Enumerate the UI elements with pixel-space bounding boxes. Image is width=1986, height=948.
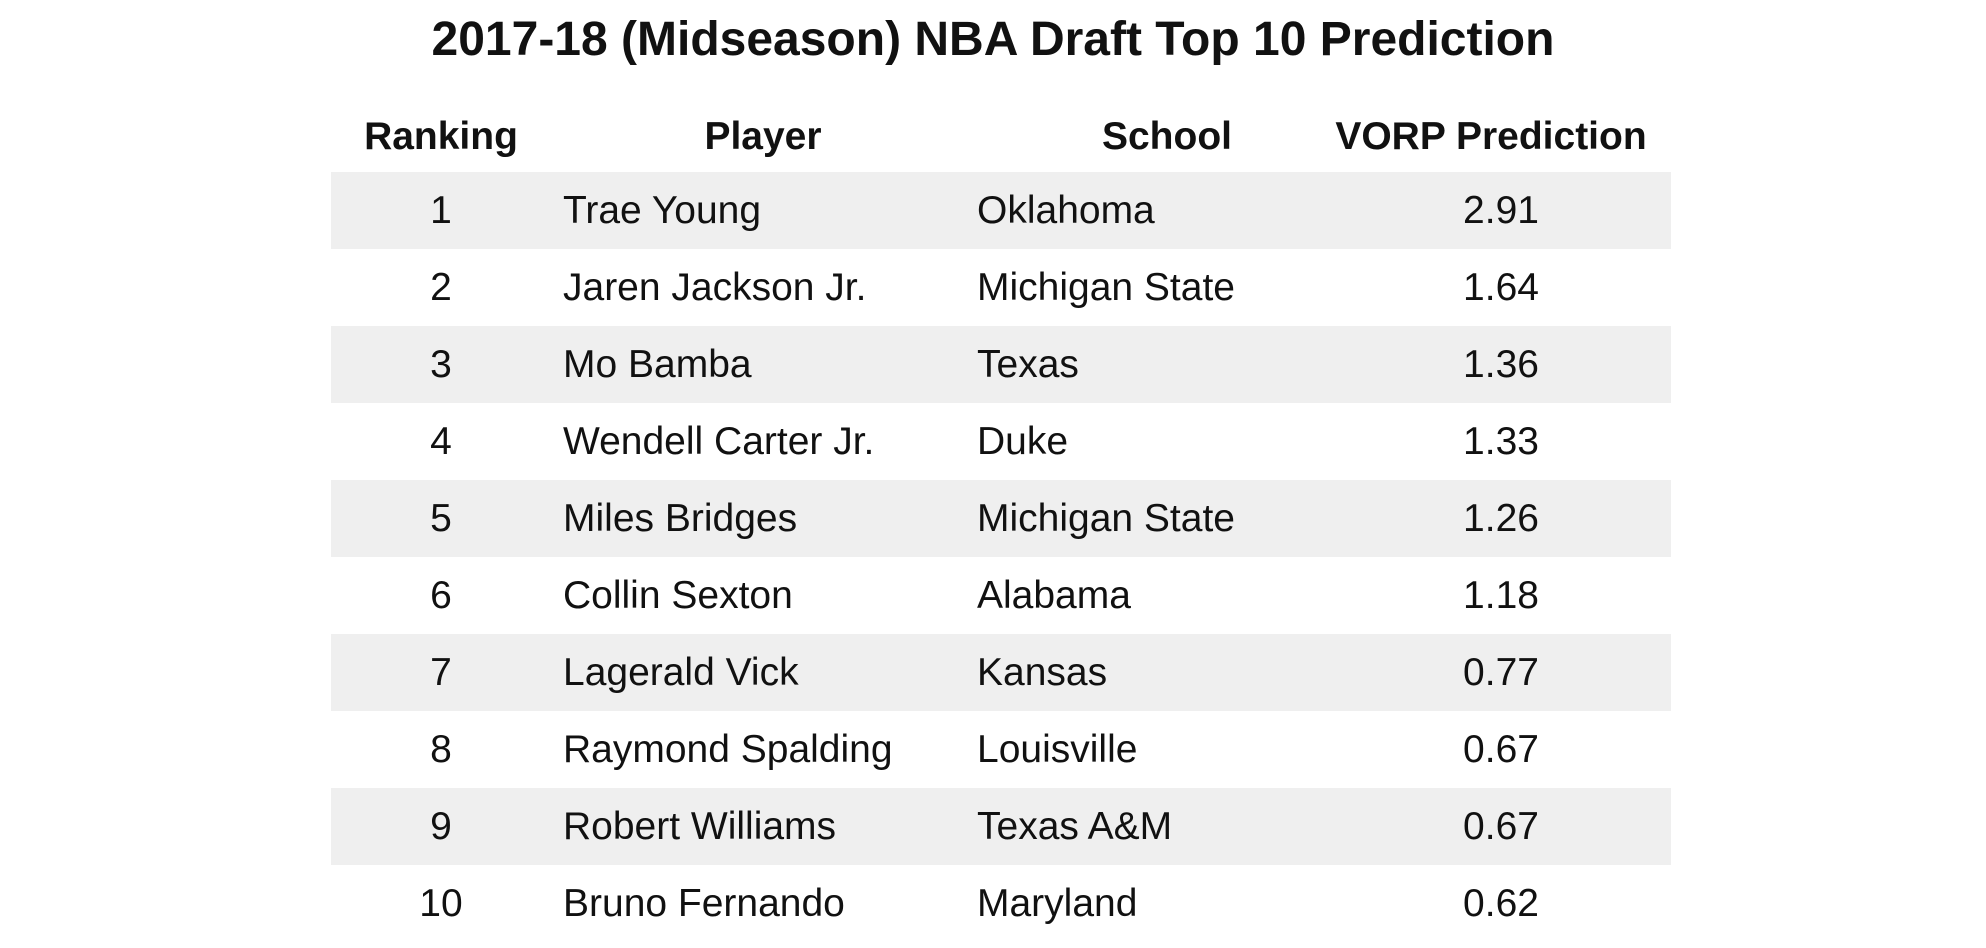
header-player: Player [704, 114, 822, 158]
table-row: 5 Miles Bridges Michigan State 1.26 [331, 480, 1671, 557]
vorp-cell: 2.91 [1463, 188, 1539, 232]
vorp-cell: 0.77 [1463, 650, 1539, 694]
vorp-cell: 1.18 [1463, 573, 1539, 617]
player-cell: Wendell Carter Jr. [563, 419, 875, 463]
player-cell: Mo Bamba [563, 342, 752, 386]
vorp-cell: 1.64 [1463, 265, 1539, 309]
table-row: 1 Trae Young Oklahoma 2.91 [331, 172, 1671, 249]
player-cell: Bruno Fernando [563, 881, 845, 925]
header-ranking: Ranking [364, 114, 518, 158]
header-vorp-prediction: VORP Prediction [1335, 114, 1647, 158]
vorp-cell: 0.67 [1463, 804, 1539, 848]
table-row: 2 Jaren Jackson Jr. Michigan State 1.64 [331, 249, 1671, 326]
ranking-cell: 1 [430, 188, 452, 232]
school-cell: Michigan State [977, 265, 1235, 309]
table-row: 4 Wendell Carter Jr. Duke 1.33 [331, 403, 1671, 480]
school-cell: Oklahoma [977, 188, 1155, 232]
ranking-cell: 6 [430, 573, 452, 617]
school-cell: Duke [977, 419, 1069, 463]
school-cell: Texas [977, 342, 1079, 386]
table-row: 9 Robert Williams Texas A&M 0.67 [331, 788, 1671, 865]
player-cell: Robert Williams [563, 804, 837, 848]
school-cell: Maryland [977, 881, 1138, 925]
school-cell: Alabama [977, 573, 1131, 617]
table-title: 2017-18 (Midseason) NBA Draft Top 10 Pre… [431, 13, 1555, 66]
vorp-cell: 1.26 [1463, 496, 1539, 540]
player-cell: Miles Bridges [563, 496, 798, 540]
vorp-cell: 0.67 [1463, 727, 1539, 771]
ranking-cell: 4 [430, 419, 452, 463]
ranking-cell: 10 [419, 881, 463, 925]
table-row: 8 Raymond Spalding Louisville 0.67 [331, 711, 1671, 788]
player-cell: Collin Sexton [563, 573, 793, 617]
player-cell: Lagerald Vick [563, 650, 799, 694]
player-cell: Raymond Spalding [563, 727, 893, 771]
table-row: 10 Bruno Fernando Maryland 0.62 [331, 865, 1671, 942]
table-header-row: Ranking Player School VORP Prediction [331, 101, 1671, 172]
ranking-cell: 9 [430, 804, 452, 848]
ranking-cell: 8 [430, 727, 452, 771]
table-row: 3 Mo Bamba Texas 1.36 [331, 326, 1671, 403]
header-school: School [1101, 114, 1232, 158]
school-cell: Michigan State [977, 496, 1235, 540]
player-cell: Jaren Jackson Jr. [563, 265, 867, 309]
school-cell: Texas A&M [977, 804, 1173, 848]
ranking-cell: 7 [430, 650, 452, 694]
school-cell: Kansas [977, 650, 1108, 694]
ranking-cell: 5 [430, 496, 452, 540]
ranking-cell: 2 [430, 265, 452, 309]
table-row: 6 Collin Sexton Alabama 1.18 [331, 557, 1671, 634]
player-cell: Trae Young [563, 188, 762, 232]
vorp-cell: 0.62 [1463, 881, 1539, 925]
school-cell: Louisville [977, 727, 1138, 771]
table-row: 7 Lagerald Vick Kansas 0.77 [331, 634, 1671, 711]
vorp-cell: 1.33 [1463, 419, 1539, 463]
ranking-cell: 3 [430, 342, 452, 386]
draft-prediction-table: Ranking Player School VORP Prediction 1 … [331, 101, 1671, 942]
vorp-cell: 1.36 [1463, 342, 1539, 386]
